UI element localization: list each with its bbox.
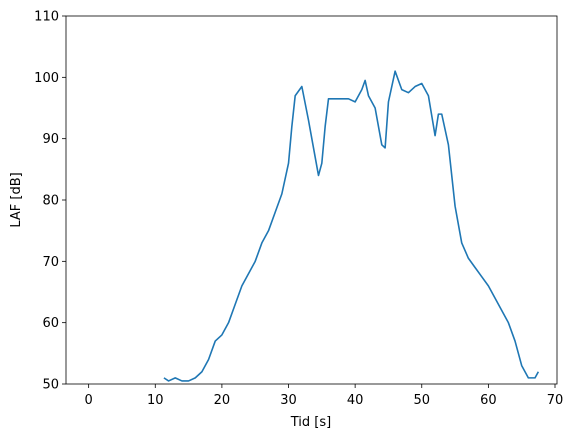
y-tick-label: 50 xyxy=(42,378,59,393)
x-tick-label: 0 xyxy=(85,393,93,408)
x-tick-label: 10 xyxy=(147,393,164,408)
y-tick-label: 110 xyxy=(34,10,59,25)
y-tick-label: 80 xyxy=(42,194,59,209)
y-tick-label: 90 xyxy=(42,132,59,147)
x-tick-label: 70 xyxy=(547,393,564,408)
x-tick-label: 20 xyxy=(214,393,231,408)
y-tick-label: 100 xyxy=(34,71,59,86)
x-axis-label: Tid [s] xyxy=(290,415,331,430)
x-tick-label: 60 xyxy=(480,393,497,408)
x-tick-label: 40 xyxy=(347,393,364,408)
plot-area xyxy=(163,70,540,382)
data-line xyxy=(163,70,540,382)
axes-frame xyxy=(65,15,558,385)
y-tick-label: 60 xyxy=(42,316,59,331)
x-tick-label: 30 xyxy=(280,393,297,408)
y-axis-label: LAF [dB] xyxy=(9,172,24,227)
x-tick-label: 50 xyxy=(413,393,430,408)
y-tick-label: 70 xyxy=(42,255,59,270)
